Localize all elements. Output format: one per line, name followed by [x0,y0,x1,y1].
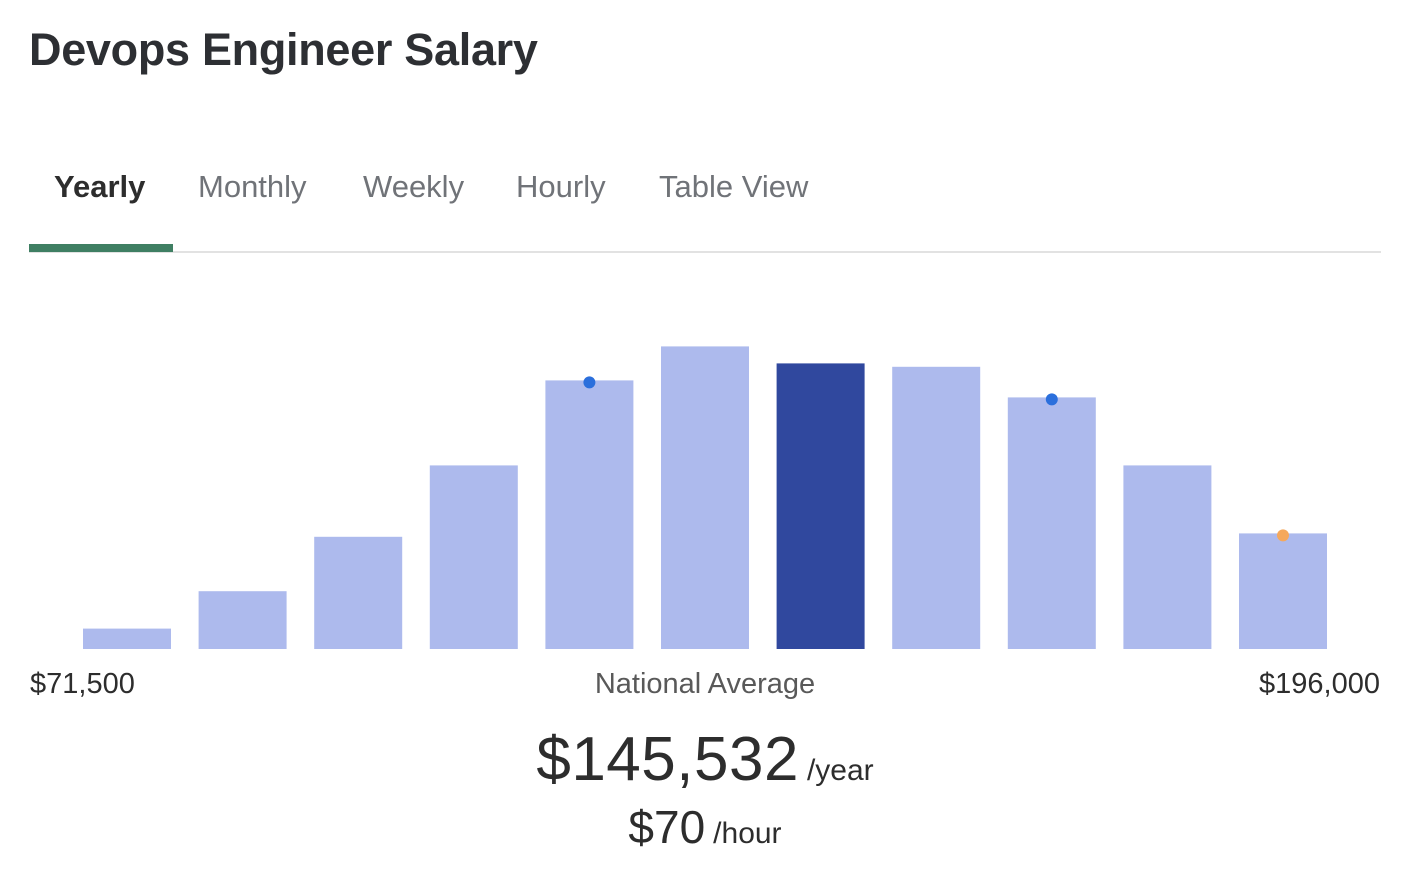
tab-monthly[interactable]: Monthly [198,169,307,204]
tab-yearly[interactable]: Yearly [54,169,146,204]
tab-hourly[interactable]: Hourly [516,169,606,204]
tab-table-view[interactable]: Table View [659,169,809,204]
yearly-average-value: $145,532 [536,725,799,794]
histogram-bar [429,465,518,649]
page-title: Devops Engineer Salary [29,24,538,75]
hourly-average: $70/hour [0,800,1410,854]
tab-weekly[interactable]: Weekly [363,169,465,204]
histogram-bar [1239,533,1327,649]
hourly-average-value: $70 [628,801,706,853]
histogram-bar [1123,465,1212,649]
histogram-bar [1007,397,1096,649]
national-average-label: National Average [594,668,816,700]
histogram-bar [545,380,634,649]
histogram-bar [892,366,981,649]
yearly-unit: /year [806,754,874,787]
bar-national-average [776,363,865,649]
histogram-bar [314,536,403,649]
histogram-bar [198,591,287,649]
histogram-bar [83,628,171,649]
hourly-unit: /hour [713,817,782,850]
salary-period-tabs: Yearly Monthly Weekly Hourly Table View [29,160,1381,253]
histogram-bar [661,346,749,649]
bar-marker-dot [583,376,596,389]
bar-marker-dot [1045,393,1058,406]
yearly-average: $145,532/year [0,724,1410,795]
max-salary-label: $196,000 [1259,668,1380,700]
active-tab-indicator [29,244,173,252]
min-salary-label: $71,500 [30,668,135,700]
bar-marker-dot [1277,529,1289,542]
salary-distribution-chart [83,346,1327,649]
